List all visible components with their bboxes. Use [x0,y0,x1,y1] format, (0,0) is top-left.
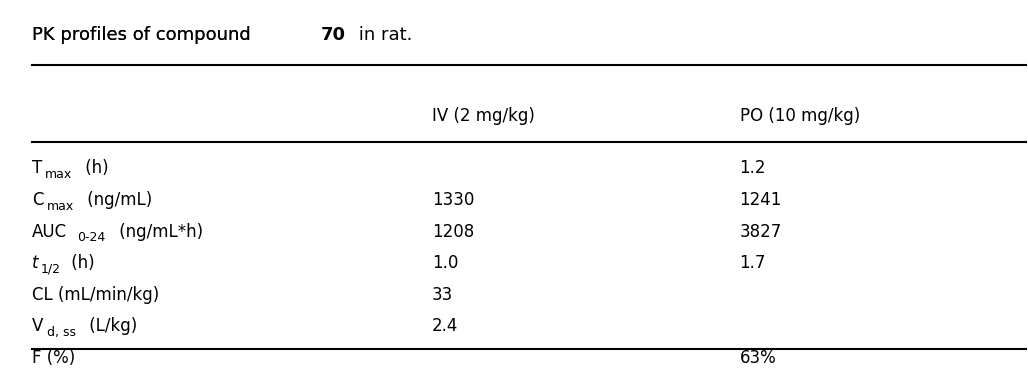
Text: 1.0: 1.0 [432,254,458,272]
Text: (h): (h) [80,159,109,177]
Text: 63%: 63% [739,349,776,367]
Text: AUC: AUC [32,223,67,241]
Text: 0-24: 0-24 [77,231,106,244]
Text: PK profiles of compound: PK profiles of compound [32,26,257,44]
Text: CL (mL/min/kg): CL (mL/min/kg) [32,286,159,304]
Text: max: max [45,168,73,181]
Text: 1330: 1330 [432,191,474,209]
Text: 1241: 1241 [739,191,782,209]
Text: (h): (h) [66,254,95,272]
Text: (L/kg): (L/kg) [84,317,138,335]
Text: max: max [47,200,74,213]
Text: (ng/mL*h): (ng/mL*h) [114,223,203,241]
Text: V: V [32,317,43,335]
Text: d, ss: d, ss [47,326,76,339]
Text: 2.4: 2.4 [432,317,458,335]
Text: 1.7: 1.7 [739,254,766,272]
Text: 3827: 3827 [739,223,782,241]
Text: 1/2: 1/2 [40,263,61,276]
Text: t: t [32,254,39,272]
Text: C: C [32,191,43,209]
Text: (ng/mL): (ng/mL) [82,191,152,209]
Text: T: T [32,159,42,177]
Text: PK profiles of compound: PK profiles of compound [32,26,257,44]
Text: 1.2: 1.2 [739,159,766,177]
Text: in rat.: in rat. [354,26,412,44]
Text: PO (10 mg/kg): PO (10 mg/kg) [739,107,859,125]
Text: 33: 33 [432,286,453,304]
Text: IV (2 mg/kg): IV (2 mg/kg) [432,107,535,125]
Text: F (%): F (%) [32,349,75,367]
Text: 70: 70 [321,26,346,44]
Text: 1208: 1208 [432,223,474,241]
